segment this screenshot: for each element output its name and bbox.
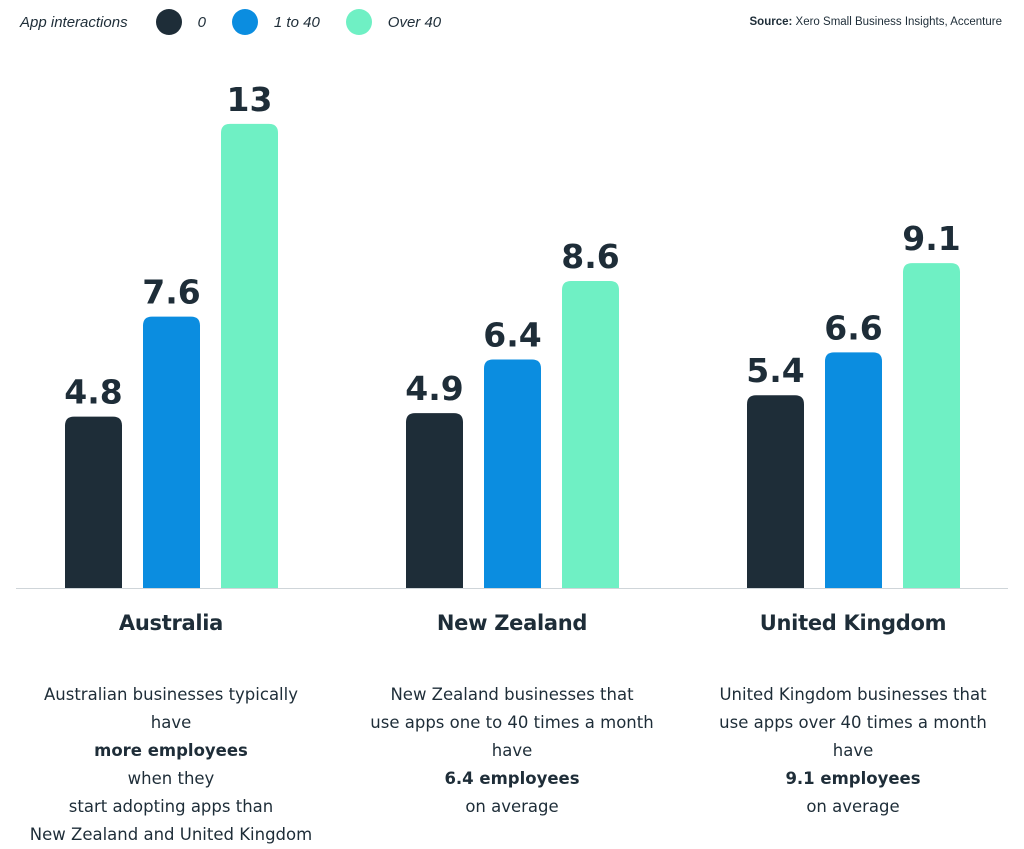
category-label-new-zealand: New Zealand: [436, 611, 588, 635]
caption-line: have more employees when they: [11, 709, 331, 793]
caption-line: have 9.1 employees on average: [693, 737, 1013, 821]
caption-text: have: [150, 713, 192, 732]
caption-line: have 6.4 employees on average: [352, 737, 672, 821]
category-label-australia: Australia: [118, 611, 224, 635]
bar-new-zealand-series-2: [562, 280, 619, 588]
legend-item-0: 0: [155, 9, 206, 35]
caption-line: New Zealand businesses that: [352, 681, 672, 709]
bar-new-zealand-series-1: [484, 359, 541, 588]
legend-title: App interactions: [20, 13, 128, 31]
caption-text: on average: [465, 797, 559, 816]
caption-text: when they: [127, 769, 215, 788]
bar-new-zealand-series-0: [406, 413, 463, 588]
caption-text: have: [491, 741, 533, 760]
category-label-united-kingdom: United Kingdom: [759, 611, 947, 635]
value-label-united-kingdom-series-2: 9.1: [902, 219, 960, 258]
caption-text: use apps one to 40 times a month: [370, 713, 654, 732]
legend-swatch-over-40: [345, 9, 372, 35]
caption-text: New Zealand and United Kingdom: [29, 825, 313, 844]
legend-swatch-1-to-40: [231, 9, 258, 35]
caption-line: start adopting apps than: [11, 793, 331, 821]
value-label-australia-series-2: 13: [227, 80, 273, 119]
legend-item-1-to-40: 1 to 40: [231, 9, 320, 35]
caption-highlight: more employees: [94, 741, 248, 760]
caption-highlight: 9.1 employees: [785, 769, 921, 788]
caption-text: start adopting apps than: [68, 797, 274, 816]
legend-label-1-to-40: 1 to 40: [273, 13, 320, 31]
caption-text: use apps over 40 times a month: [719, 713, 987, 732]
bar-united-kingdom-series-2: [903, 263, 960, 588]
value-label-new-zealand-series-2: 8.6: [561, 237, 619, 276]
caption-line: use apps one to 40 times a month: [352, 709, 672, 737]
legend: App interactions 0 1 to 40 Over 40: [20, 8, 467, 36]
bar-australia-series-2: [221, 123, 278, 589]
value-label-new-zealand-series-1: 6.4: [483, 316, 541, 355]
caption-australia: Australian businesses typically have more…: [11, 681, 331, 849]
source-prefix: Source:: [749, 16, 793, 28]
bar-chart: 4.8 7.6 13 4.9 6.4 8.6 5.4 6.6 9.1: [16, 80, 1008, 589]
source-text: Xero Small Business Insights, Accenture: [795, 16, 1002, 28]
legend-item-over-40: Over 40: [345, 9, 442, 35]
legend-swatch-0: [155, 9, 182, 35]
value-label-australia-series-0: 4.8: [64, 373, 122, 412]
caption-line: New Zealand and United Kingdom: [11, 821, 331, 849]
value-label-australia-series-1: 7.6: [142, 273, 200, 312]
caption-text: New Zealand businesses that: [390, 685, 634, 704]
bar-united-kingdom-series-1: [825, 352, 882, 588]
caption-line: United Kingdom businesses that: [693, 681, 1013, 709]
bar-australia-series-0: [65, 416, 122, 588]
bar-australia-series-1: [143, 316, 200, 588]
caption-united-kingdom: United Kingdom businesses that use apps o…: [693, 681, 1013, 821]
caption-text: Australian businesses typically: [43, 685, 298, 704]
caption-line: use apps over 40 times a month: [693, 709, 1013, 737]
source-note: Source: Xero Small Business Insights, Ac…: [750, 16, 1003, 28]
caption-highlight: 6.4 employees: [444, 769, 580, 788]
caption-text: on average: [806, 797, 900, 816]
caption-line: Australian businesses typically: [11, 681, 331, 709]
legend-label-0: 0: [197, 13, 206, 31]
caption-text: United Kingdom businesses that: [719, 685, 987, 704]
legend-label-over-40: Over 40: [387, 13, 442, 31]
value-label-united-kingdom-series-1: 6.6: [824, 308, 882, 347]
caption-text: have: [832, 741, 874, 760]
bar-united-kingdom-series-0: [747, 395, 804, 588]
value-label-new-zealand-series-0: 4.9: [405, 369, 463, 408]
value-label-united-kingdom-series-0: 5.4: [746, 351, 804, 390]
caption-new-zealand: New Zealand businesses that use apps one …: [352, 681, 672, 821]
